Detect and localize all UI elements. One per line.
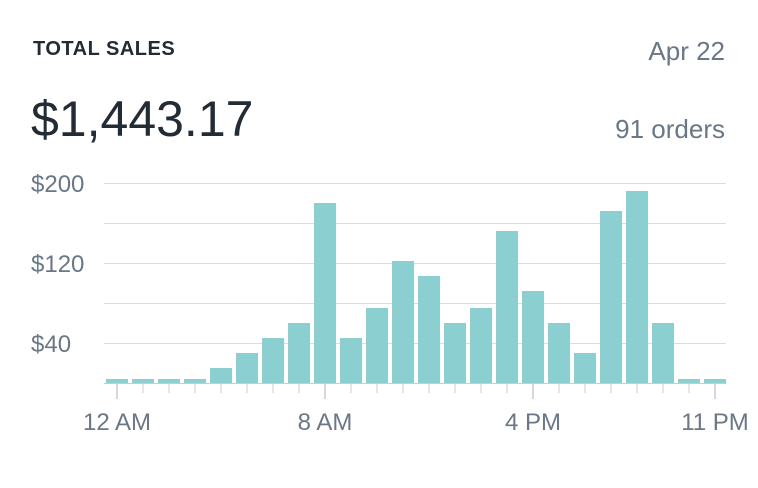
bars	[106, 191, 726, 383]
bar-10-am	[366, 308, 388, 383]
bar-11-pm	[704, 379, 726, 383]
x-tick-label: 12 AM	[83, 409, 151, 436]
bar-2-am	[158, 379, 180, 383]
bar-8-am	[314, 203, 336, 383]
bar-3-am	[184, 379, 206, 383]
card-title: TOTAL SALES	[33, 38, 176, 60]
y-tick-label: $40	[31, 331, 71, 358]
bar-4-am	[210, 368, 232, 383]
bar-6-pm	[574, 353, 596, 383]
bar-12-am	[106, 379, 128, 383]
bar-5-pm	[548, 323, 570, 383]
bar-1-am	[132, 379, 154, 383]
bar-6-am	[262, 338, 284, 383]
date-label: Apr 22	[648, 36, 725, 66]
bar-4-pm	[522, 291, 544, 383]
x-tick-label: 4 PM	[505, 409, 561, 436]
bar-1-pm	[444, 323, 466, 383]
bar-3-pm	[496, 231, 518, 383]
x-tick-label: 11 PM	[681, 409, 749, 436]
bar-7-am	[288, 323, 310, 383]
bar-5-am	[236, 353, 258, 383]
total-sales-value: $1,443.17	[31, 91, 254, 147]
bar-12-pm	[418, 276, 440, 383]
x-tick-label: 8 AM	[298, 409, 353, 436]
bar-8-pm	[626, 191, 648, 383]
bar-7-pm	[600, 211, 622, 383]
x-axis-labels: 12 AM 8 AM 4 PM 11 PM	[83, 409, 749, 436]
y-tick-label: $120	[31, 251, 84, 278]
bar-9-am	[340, 338, 362, 383]
y-axis-labels: $200 $120 $40	[31, 171, 84, 358]
grid-lines	[104, 183, 726, 344]
orders-count: 91 orders	[615, 114, 725, 144]
bar-10-pm	[678, 379, 700, 383]
y-tick-label: $200	[31, 171, 84, 198]
x-axis	[104, 383, 726, 399]
bar-2-pm	[470, 308, 492, 383]
bar-11-am	[392, 261, 414, 383]
bar-9-pm	[652, 323, 674, 383]
